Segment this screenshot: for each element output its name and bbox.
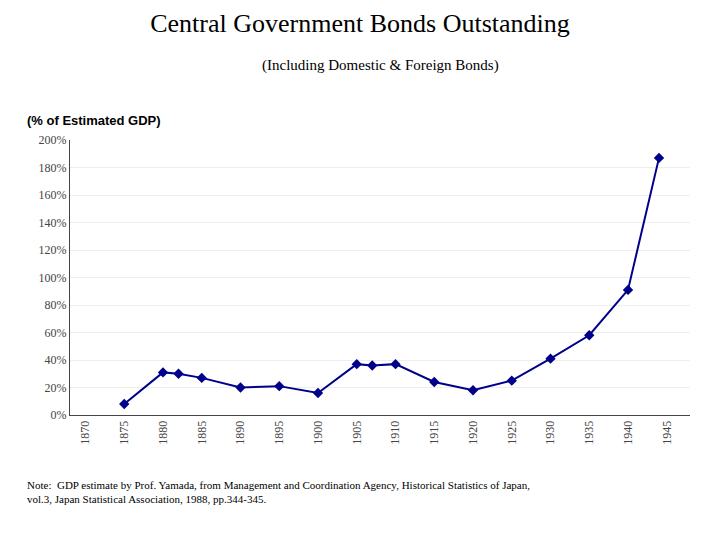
- svg-text:1875: 1875: [117, 421, 131, 445]
- svg-text:160%: 160%: [39, 188, 67, 202]
- svg-text:1900: 1900: [311, 421, 325, 445]
- svg-text:1915: 1915: [427, 421, 441, 445]
- svg-text:1910: 1910: [388, 421, 402, 445]
- svg-text:20%: 20%: [45, 381, 67, 395]
- svg-text:Central Government Bonds Outst: Central Government Bonds Outstanding: [150, 9, 570, 38]
- svg-text:60%: 60%: [45, 326, 67, 340]
- svg-text:1870: 1870: [78, 421, 92, 445]
- svg-text:40%: 40%: [45, 353, 67, 367]
- svg-text:(Including Domestic & Foreign: (Including Domestic & Foreign Bonds): [262, 57, 499, 74]
- svg-text:200%: 200%: [39, 133, 67, 147]
- svg-text:1930: 1930: [543, 421, 557, 445]
- svg-text:1920: 1920: [466, 421, 480, 445]
- svg-text:1890: 1890: [233, 421, 247, 445]
- svg-text:1905: 1905: [350, 421, 364, 445]
- svg-text:80%: 80%: [45, 298, 67, 312]
- svg-text:1880: 1880: [156, 421, 170, 445]
- svg-text:180%: 180%: [39, 161, 67, 175]
- svg-text:120%: 120%: [39, 243, 67, 257]
- svg-text:1895: 1895: [272, 421, 286, 445]
- svg-text:1885: 1885: [195, 421, 209, 445]
- svg-text:1940: 1940: [621, 421, 635, 445]
- svg-text:140%: 140%: [39, 216, 67, 230]
- svg-text:1925: 1925: [505, 421, 519, 445]
- svg-text:1935: 1935: [582, 421, 596, 445]
- svg-text:Note: GDP estimate by Prof. Y: Note: GDP estimate by Prof. Yamada, from…: [27, 479, 530, 505]
- svg-text:0%: 0%: [51, 408, 67, 422]
- svg-text:(% of Estimated GDP): (% of Estimated GDP): [27, 113, 161, 128]
- svg-text:100%: 100%: [39, 271, 67, 285]
- svg-text:1945: 1945: [660, 421, 674, 445]
